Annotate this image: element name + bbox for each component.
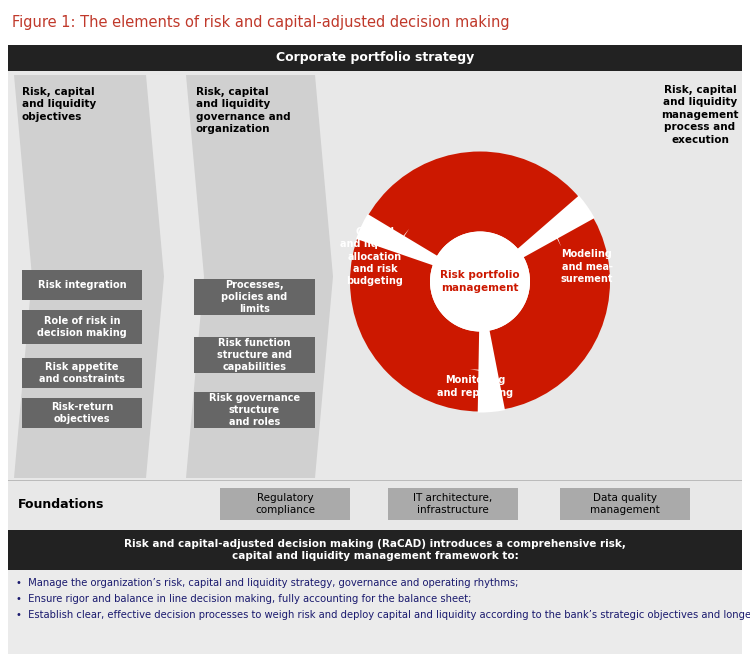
Polygon shape: [14, 75, 164, 478]
Text: Risk and capital-adjusted decision making (RaCAD) introduces a comprehensive ris: Risk and capital-adjusted decision makin…: [124, 539, 626, 561]
Bar: [22, 270, 142, 300]
Circle shape: [350, 152, 610, 411]
Text: Risk integration: Risk integration: [38, 280, 126, 290]
Bar: [8, 45, 742, 71]
Wedge shape: [517, 195, 595, 258]
Text: Monitoring
and reporting: Monitoring and reporting: [437, 375, 513, 398]
Text: IT architecture,
infrastructure: IT architecture, infrastructure: [413, 493, 493, 515]
Text: Regulatory
compliance: Regulatory compliance: [255, 493, 315, 515]
Bar: [194, 279, 315, 315]
Text: Processes,
policies and
limits: Processes, policies and limits: [221, 279, 288, 314]
Text: •  Ensure rigor and balance in line decision making, fully accounting for the ba: • Ensure rigor and balance in line decis…: [16, 594, 471, 604]
Circle shape: [430, 232, 530, 331]
Bar: [8, 480, 742, 481]
Text: Risk function
structure and
capabilities: Risk function structure and capabilities: [217, 338, 292, 373]
Text: Risk governance
structure
and roles: Risk governance structure and roles: [209, 392, 300, 428]
Text: •  Establish clear, effective decision processes to weigh risk and deploy capita: • Establish clear, effective decision pr…: [16, 610, 750, 620]
Text: Risk, capital
and liquidity
governance and
organization: Risk, capital and liquidity governance a…: [196, 87, 291, 134]
Bar: [220, 488, 350, 520]
Bar: [194, 337, 315, 373]
Bar: [560, 488, 690, 520]
Bar: [8, 480, 742, 528]
Text: Modeling
and mea-
surement: Modeling and mea- surement: [561, 249, 614, 284]
Text: Role of risk in
decision making: Role of risk in decision making: [37, 316, 127, 338]
Text: Foundations: Foundations: [18, 497, 104, 510]
Text: Corporate portfolio strategy: Corporate portfolio strategy: [276, 52, 474, 64]
Text: Risk portfolio
management: Risk portfolio management: [440, 270, 520, 293]
Bar: [22, 398, 142, 428]
Polygon shape: [186, 75, 333, 478]
Text: Risk appetite
and constraints: Risk appetite and constraints: [39, 362, 125, 384]
Circle shape: [430, 232, 530, 331]
Bar: [8, 570, 742, 654]
Bar: [194, 392, 315, 428]
Bar: [22, 310, 142, 344]
Bar: [8, 530, 742, 570]
Text: Risk, capital
and liquidity
objectives: Risk, capital and liquidity objectives: [22, 87, 96, 122]
Wedge shape: [478, 329, 505, 413]
Polygon shape: [555, 230, 561, 247]
Bar: [8, 45, 742, 530]
Text: •  Manage the organization’s risk, capital and liquidity strategy, governance an: • Manage the organization’s risk, capita…: [16, 578, 518, 588]
Text: Capital
and liquidity
allocation
and risk
budgeting: Capital and liquidity allocation and ris…: [340, 227, 410, 286]
Text: Data quality
management: Data quality management: [590, 493, 660, 515]
Polygon shape: [398, 229, 410, 243]
Wedge shape: [356, 214, 438, 266]
Polygon shape: [470, 369, 488, 372]
Bar: [388, 488, 518, 520]
Bar: [22, 358, 142, 388]
Text: Risk-return
objectives: Risk-return objectives: [51, 401, 113, 424]
Text: Figure 1: The elements of risk and capital-adjusted decision making: Figure 1: The elements of risk and capit…: [12, 14, 510, 30]
Text: Risk, capital
and liquidity
management
process and
execution: Risk, capital and liquidity management p…: [662, 85, 739, 144]
